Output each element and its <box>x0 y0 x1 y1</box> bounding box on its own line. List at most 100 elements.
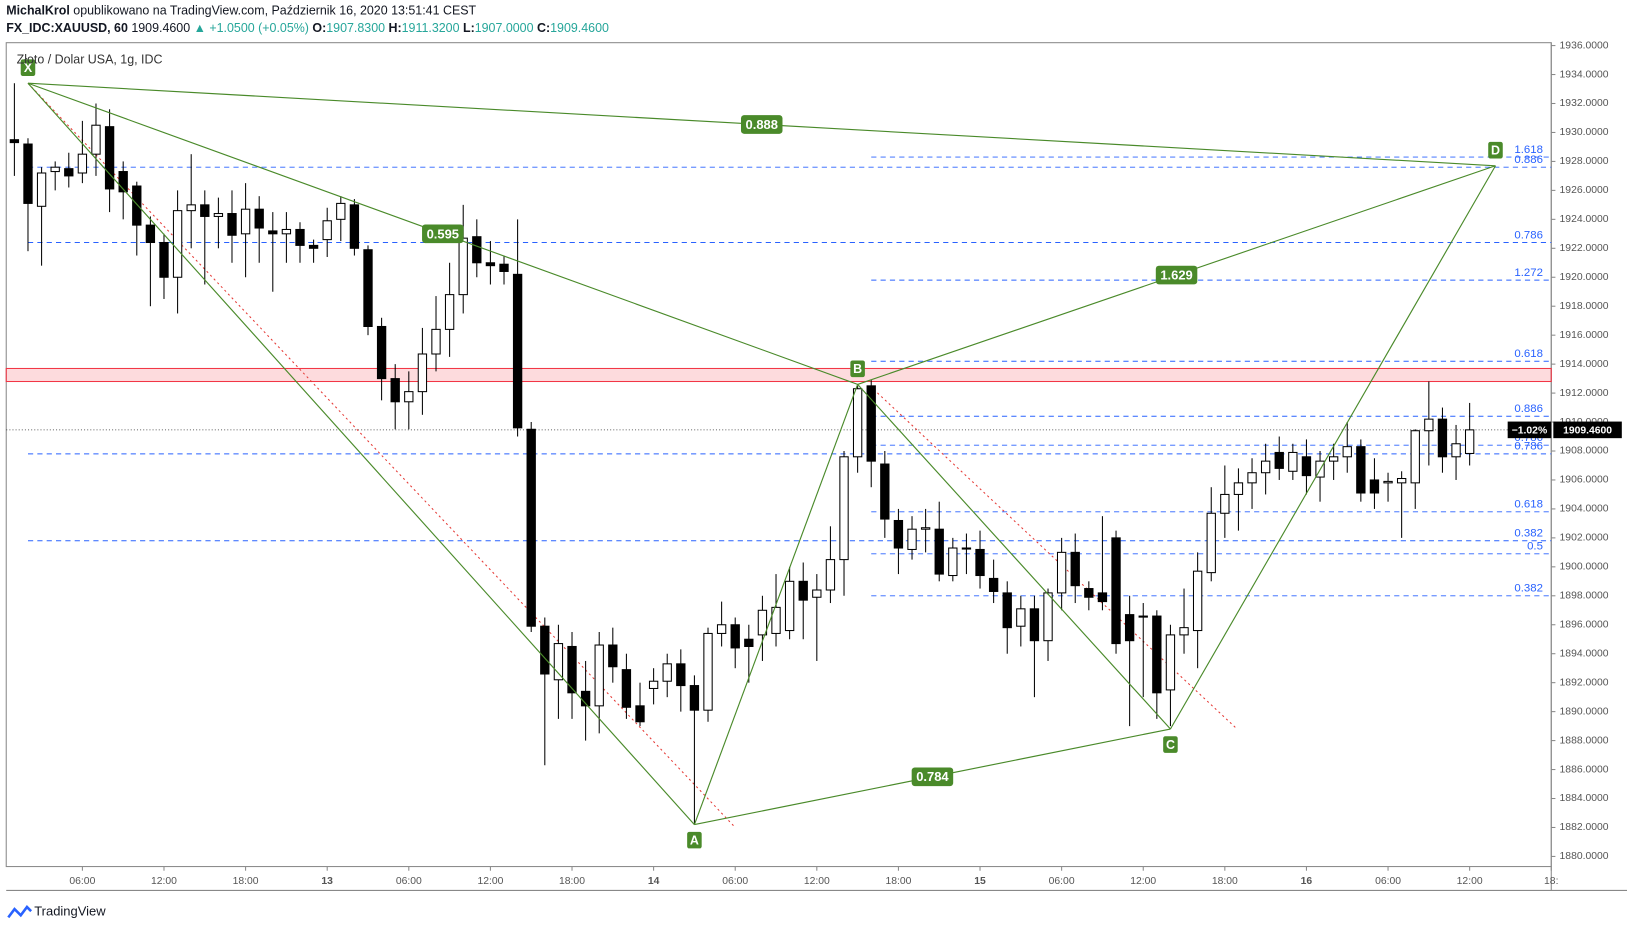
candle-body <box>1328 456 1339 462</box>
x-tick-label: 12:00 <box>151 876 177 887</box>
point-box <box>20 59 36 76</box>
ratio-box <box>740 115 783 134</box>
candle-body <box>64 168 74 177</box>
fib-label: 0.886 <box>1514 403 1543 415</box>
header-line-1: MichalKrol opublikowano na TradingView.c… <box>6 4 476 18</box>
candle-body <box>1165 634 1176 691</box>
candle-body <box>1410 430 1420 484</box>
x-tick-label: 06:00 <box>1375 876 1401 887</box>
candle-body <box>36 172 47 207</box>
candle-body <box>839 456 849 561</box>
x-tick-label: 12:00 <box>1130 876 1156 887</box>
y-tick-label: 1914.0000 <box>1560 359 1609 370</box>
candle-body <box>1464 429 1475 454</box>
candle-body <box>1356 446 1366 494</box>
price-change-tag: −1.02% <box>1512 426 1547 437</box>
fib-label: 0.786 <box>1514 441 1543 453</box>
candle-body <box>104 126 115 190</box>
candle-body <box>1288 451 1298 472</box>
candle-body <box>1179 627 1189 636</box>
candle-body <box>852 388 863 458</box>
candle-body <box>145 224 156 244</box>
candle-body <box>1029 608 1040 642</box>
candle-body <box>227 213 237 236</box>
candle-body <box>444 294 455 330</box>
candle-body <box>91 124 101 155</box>
candle-body <box>893 519 904 549</box>
candle-body <box>716 624 727 634</box>
x-tick-label: 18:00 <box>885 876 911 887</box>
candle-body <box>1002 592 1012 629</box>
candle-body <box>1124 614 1135 642</box>
candle-body <box>254 208 264 229</box>
candle-body <box>172 210 183 278</box>
x-tick-label: 06:00 <box>1049 876 1075 887</box>
candle-body <box>1369 479 1380 494</box>
candle-body <box>390 378 400 403</box>
y-tick-label: 1906.0000 <box>1560 475 1609 486</box>
candle-body <box>1301 456 1312 477</box>
y-tick-label: 1916.0000 <box>1560 330 1609 341</box>
fib-label: 0.382 <box>1514 528 1543 540</box>
point-label: D <box>1491 144 1500 158</box>
candle-body <box>689 685 700 711</box>
candle-body <box>417 353 428 393</box>
x-tick-label: 12:00 <box>1457 876 1483 887</box>
y-tick-label: 1886.0000 <box>1560 764 1609 775</box>
x-tick-label: 18:00 <box>1212 876 1238 887</box>
candle-body <box>159 241 169 278</box>
y-tick-label: 1918.0000 <box>1560 301 1609 312</box>
candle-body <box>635 705 645 723</box>
candle-body <box>1383 480 1393 484</box>
candle-body <box>948 547 958 577</box>
candle-body <box>336 202 346 220</box>
fib-label: 1.618 <box>1514 144 1543 156</box>
y-tick-label: 1936.0000 <box>1560 40 1609 51</box>
candle-body <box>1342 446 1352 458</box>
y-tick-label: 1902.0000 <box>1560 533 1609 544</box>
candle-body <box>349 204 360 249</box>
last: 1909.4600 <box>131 21 190 35</box>
candle-body <box>213 213 224 217</box>
ratio-box <box>422 224 464 244</box>
candle-body <box>648 680 659 689</box>
candle-body <box>825 559 836 591</box>
candle-body <box>23 143 33 204</box>
candle-body <box>186 204 196 212</box>
x-tick-label: 12:00 <box>804 876 830 887</box>
x-tick-label: 18:00 <box>559 876 585 887</box>
candle-body <box>1192 570 1203 632</box>
candle-body <box>77 153 88 174</box>
candle-body <box>676 663 686 687</box>
x-tick-label: 18:00 <box>233 876 259 887</box>
ratio-label: 0.784 <box>916 769 949 784</box>
candle-body <box>771 606 781 634</box>
candle-body <box>880 463 890 520</box>
symbol: FX_IDC:XAUUSD, 60 <box>6 21 128 35</box>
resistance-zone <box>5 367 1552 383</box>
ratio-label: 0.595 <box>427 226 459 241</box>
candle-body <box>132 185 142 226</box>
high-label: H: <box>389 21 402 35</box>
candle-body <box>472 236 482 264</box>
pattern-leg <box>27 82 695 825</box>
candle-body <box>363 249 373 328</box>
point-label: C <box>1166 738 1175 752</box>
y-tick-label: 1934.0000 <box>1560 69 1609 80</box>
x-tick-label: 06:00 <box>69 876 95 887</box>
y-tick-label: 1904.0000 <box>1560 504 1609 515</box>
candle-body <box>744 638 754 647</box>
candle-body <box>1437 418 1448 458</box>
candle-body <box>1043 592 1053 642</box>
candle-body <box>1424 418 1434 432</box>
x-tick-label: 15 <box>974 876 986 887</box>
point-label: A <box>690 833 699 847</box>
author: MichalKrol <box>6 4 70 18</box>
y-tick-label: 1928.0000 <box>1560 156 1609 167</box>
pattern-leg <box>1169 165 1496 730</box>
candle-body <box>567 645 577 694</box>
red-trendline <box>869 385 1238 730</box>
candle-body <box>1206 512 1216 574</box>
